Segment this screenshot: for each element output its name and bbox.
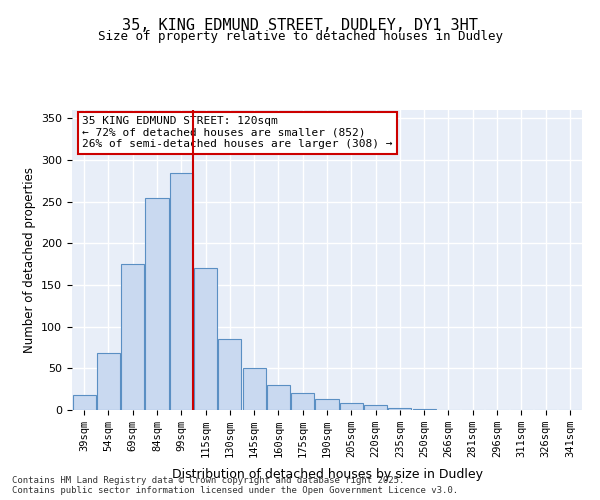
Bar <box>413 409 436 410</box>
Text: Contains HM Land Registry data © Crown copyright and database right 2025.
Contai: Contains HM Land Registry data © Crown c… <box>12 476 458 495</box>
Bar <box>291 394 314 410</box>
Bar <box>388 408 412 410</box>
Bar <box>316 399 338 410</box>
Bar <box>170 172 193 410</box>
Bar <box>242 368 266 410</box>
Bar <box>194 268 217 410</box>
Bar <box>267 385 290 410</box>
Text: Size of property relative to detached houses in Dudley: Size of property relative to detached ho… <box>97 30 503 43</box>
Y-axis label: Number of detached properties: Number of detached properties <box>23 167 35 353</box>
Bar <box>97 354 120 410</box>
Text: 35 KING EDMUND STREET: 120sqm
← 72% of detached houses are smaller (852)
26% of : 35 KING EDMUND STREET: 120sqm ← 72% of d… <box>82 116 392 149</box>
Bar <box>364 405 387 410</box>
Bar <box>145 198 169 410</box>
Bar <box>73 395 95 410</box>
Text: 35, KING EDMUND STREET, DUDLEY, DY1 3HT: 35, KING EDMUND STREET, DUDLEY, DY1 3HT <box>122 18 478 32</box>
Bar <box>121 264 144 410</box>
Bar <box>340 404 363 410</box>
X-axis label: Distribution of detached houses by size in Dudley: Distribution of detached houses by size … <box>172 468 482 481</box>
Bar <box>218 339 241 410</box>
